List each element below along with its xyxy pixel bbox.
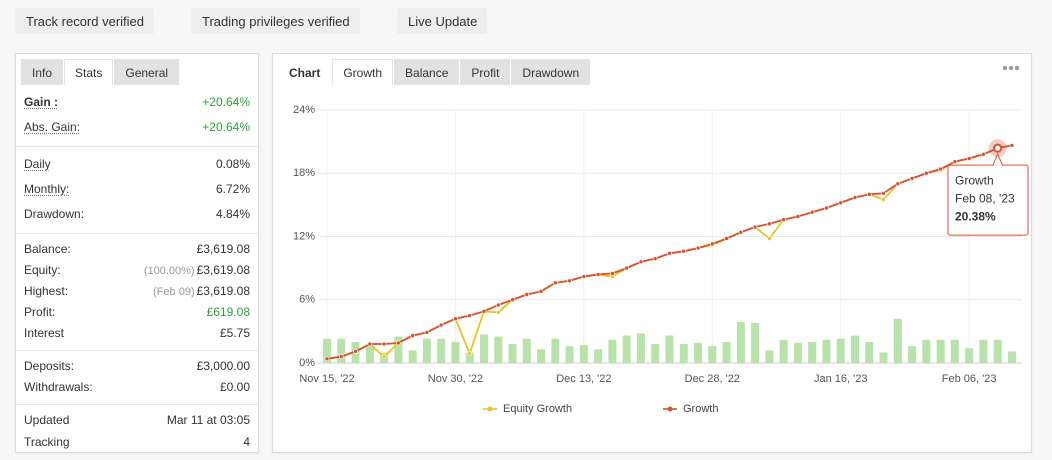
stats-value: 0.08%	[215, 156, 250, 171]
stats-value-group: 0.08%	[216, 157, 250, 171]
stats-value-group: 6.72%	[216, 182, 250, 196]
stats-row: Abs. Gain: +20.64%	[24, 114, 250, 139]
stats-note: (100.00%)	[143, 264, 195, 277]
stats-value: £0.00	[219, 379, 250, 394]
stats-label: Updated	[24, 413, 70, 427]
tab[interactable]: Balance	[394, 59, 460, 85]
stats-value-group: £3,619.08	[197, 242, 250, 256]
stats-group: Deposits: £3,000.00 Withdrawals: £0.00	[16, 350, 258, 404]
stats-value-group: +20.64%	[202, 120, 250, 134]
tab[interactable]: Drawdown	[511, 59, 591, 85]
stats-value: £619.08	[206, 304, 250, 319]
stats-tabs: Info Stats General	[21, 59, 180, 85]
stats-value: 4.84%	[215, 206, 250, 221]
stats-value-group: £5.75	[220, 326, 250, 340]
stats-list: Gain : +20.64% Abs. Gain: +20.64% Daily 0.08%…	[16, 85, 258, 460]
stats-value-group: Mar 11 at 03:05	[167, 413, 250, 427]
stats-value-group: £0.00	[220, 380, 250, 394]
stats-row: Gain : +20.64%	[24, 89, 250, 114]
stats-value: 6.72%	[215, 181, 250, 196]
stats-value: £5.75	[219, 325, 250, 340]
stats-label: Balance:	[24, 241, 71, 256]
stats-label: Gain :	[24, 94, 59, 109]
stats-panel: Info Stats General Gain : +20.64% Abs. Gain:…	[15, 53, 259, 453]
stats-label: Abs. Gain:	[24, 119, 81, 134]
stats-group: Daily 0.08% Monthly: 6.72% Drawdown: 4.84%	[16, 146, 258, 233]
stats-value: +20.64%	[202, 119, 250, 134]
stats-label: Interest	[24, 325, 65, 340]
stats-row: Balance: £3,619.08	[24, 238, 250, 259]
stats-value-group: 4.84%	[216, 207, 250, 221]
stats-value: £3,619.08	[196, 283, 250, 298]
stats-label: Profit:	[24, 304, 56, 319]
stats-row: Profit: £619.08	[24, 301, 250, 322]
stats-row: Withdrawals: £0.00	[24, 376, 250, 397]
stats-label: Monthly:	[24, 181, 70, 196]
stats-group: Gain : +20.64% Abs. Gain: +20.64%	[16, 85, 258, 146]
stats-value-group: (Feb 09) £3,619.08	[153, 284, 250, 298]
stats-value-group: (100.00%) £3,619.08	[144, 263, 250, 277]
stats-value: 4	[243, 435, 250, 449]
stats-label: Drawdown:	[24, 206, 85, 221]
stats-label: Equity:	[24, 262, 61, 277]
stats-group: Updated Mar 11 at 03:05 Tracking 4	[16, 404, 258, 460]
stats-label: Tracking	[24, 435, 70, 449]
badge-label: Trading privileges verified	[202, 13, 350, 29]
stats-row: Drawdown: 4.84%	[24, 201, 250, 226]
stats-label: Withdrawals:	[24, 379, 93, 394]
stats-row: Interest £5.75	[24, 322, 250, 343]
stats-value-group: +20.64%	[202, 95, 250, 109]
stats-label: Daily	[24, 156, 51, 171]
stats-row: Monthly: 6.72%	[24, 176, 250, 201]
stats-note: (Feb 09)	[153, 285, 195, 298]
stats-value: Mar 11 at 03:05	[166, 413, 250, 427]
tab[interactable]: Stats	[64, 59, 114, 85]
tab[interactable]: Info	[21, 59, 64, 85]
more-menu[interactable]	[1002, 64, 1020, 72]
chart-tabs: Chart Growth Balance Profit Drawdown	[278, 59, 591, 85]
panel-heading: Chart	[278, 59, 332, 85]
stats-value: £3,000.00	[196, 358, 250, 373]
stats-row: Updated Mar 11 at 03:05	[24, 409, 250, 431]
stats-group: Balance: £3,619.08 Equity: (100.00%) £3,619.…	[16, 233, 258, 350]
status-badge: Track record verified	[15, 8, 154, 34]
stats-value-group: £619.08	[207, 305, 250, 319]
tab[interactable]: Profit	[460, 59, 511, 85]
badge-label: Track record verified	[26, 13, 144, 29]
chart-panel: Chart Growth Balance Profit Drawdown	[272, 53, 1032, 453]
stats-row: Highest: (Feb 09) £3,619.08	[24, 280, 250, 301]
status-badge: Trading privileges verified	[191, 8, 360, 34]
stats-label: Deposits:	[24, 358, 75, 373]
stats-row: Equity: (100.00%) £3,619.08	[24, 259, 250, 280]
stats-row: Daily 0.08%	[24, 151, 250, 176]
status-badge: Live Update	[397, 8, 488, 34]
stats-value: +20.64%	[202, 94, 250, 109]
stats-row: Deposits: £3,000.00	[24, 355, 250, 376]
stats-value-group: 4	[243, 435, 250, 449]
stats-value: £3,619.08	[196, 241, 250, 256]
tab[interactable]: General	[114, 59, 180, 85]
badge-label: Live Update	[408, 13, 478, 29]
stats-row: Tracking 4	[24, 431, 250, 453]
stats-value-group: £3,000.00	[197, 359, 250, 373]
stats-label: Highest:	[24, 283, 69, 298]
tab[interactable]: Growth	[332, 59, 394, 85]
stats-value: £3,619.08	[196, 262, 250, 277]
